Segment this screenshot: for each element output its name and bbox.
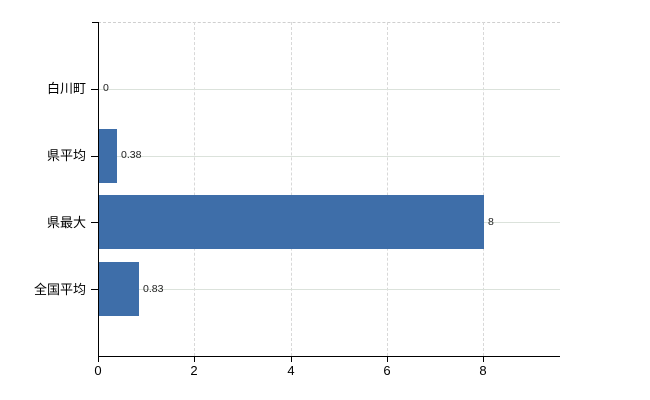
bar [99,129,117,183]
h-gridline [98,289,560,290]
bar [99,262,139,316]
category-label: 白川町 [46,81,86,96]
category-label: 全国平均 [33,282,86,297]
v-gridline [386,22,388,356]
x-tick-label: 8 [479,363,487,378]
v-gridline [290,22,292,356]
y-axis-line [98,22,99,357]
x-tick [194,357,195,362]
y-tick [91,156,98,157]
bar [99,195,484,249]
v-gridline [483,22,484,356]
h-gridline [98,156,560,157]
x-tick-label: 2 [190,363,198,378]
plot-top-gridline [98,22,560,23]
x-axis-line [98,356,560,357]
h-gridline [98,89,560,90]
x-tick-label: 0 [94,363,102,378]
category-label: 県平均 [46,148,86,163]
x-tick [98,357,99,362]
bar-value-label: 0.38 [121,149,142,161]
x-tick [483,357,484,362]
bar-value-label: 8 [488,216,494,228]
bar-value-label: 0.83 [143,283,164,295]
y-tick [91,222,98,223]
x-tick-label: 4 [287,363,295,378]
axis-top-tick [92,22,99,23]
x-tick-label: 6 [383,363,391,378]
bar-value-label: 0 [103,82,109,94]
x-tick [291,357,292,362]
y-tick [91,89,98,90]
category-label: 県最大 [46,215,86,230]
y-tick [91,289,98,290]
x-tick [387,357,388,362]
v-gridline [194,22,196,356]
